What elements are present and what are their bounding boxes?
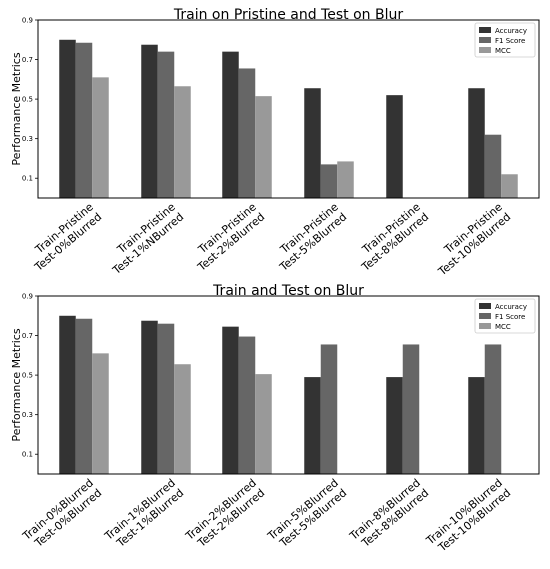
bar-f1-score [238,68,256,198]
legend-label: F1 Score [495,313,525,321]
y-tick-label: 0.7 [22,332,33,340]
legend-swatch [479,313,491,319]
y-tick-label: 0.3 [22,411,33,419]
bar-accuracy [59,315,76,474]
bar-accuracy [222,326,239,474]
y-tick-label: 0.5 [22,96,33,104]
x-tick-label: Train-PristineTest-5%Blurred [268,200,349,274]
legend: Accuracy F1 Score MCC [474,22,536,58]
chart-title: Train and Test on Blur [212,283,364,299]
bar-accuracy [386,95,403,198]
legend-label: F1 Score [495,37,525,45]
y-tick-label: 0.9 [22,17,33,25]
y-tick-label: 0.1 [22,175,33,183]
bar-accuracy [141,320,158,474]
x-tick-label: Train-PristineTest-2%Blurred [186,200,267,274]
legend-swatch [479,303,491,309]
legend-swatch [479,27,491,33]
y-tick-label: 0.9 [22,293,33,301]
bar-mcc [255,374,272,474]
y-tick-label: 0.7 [22,56,33,64]
y-tick-label: 0.5 [22,372,33,380]
x-tick-label: Train-PristineTest-10%Blurred [427,200,514,279]
plot-frame [37,19,540,199]
legend: Accuracy F1 Score MCC [474,298,536,334]
bar-f1-score [320,164,338,198]
legend-swatch [479,47,491,53]
legend-label: Accuracy [495,27,527,35]
y-axis-label: Performance Metrics [10,52,23,165]
bar-accuracy [141,44,158,198]
bar-mcc [337,161,354,198]
bar-f1-score [402,344,420,474]
bar-f1-score [484,134,502,198]
bar-mcc [174,86,191,198]
legend-label: Accuracy [495,303,527,311]
bar-f1-score [157,323,175,474]
x-tick-label: Train-5%BlurredTest-5%Blurred [265,476,350,553]
bar-mcc [501,174,518,198]
bar-f1-score [75,42,93,198]
bar-f1-score [238,336,256,474]
x-tick-label: Train-2%BlurredTest-2%Blurred [183,476,268,553]
bar-f1-score [484,344,502,474]
chart-panel-2: Train and Test on Blur Performance Metric… [10,283,540,557]
x-tick-label: Train-PristineTest-8%Blurred [350,200,431,274]
x-tick-label: Train-1%BlurredTest-1%Blurred [102,476,187,553]
bar-mcc [174,364,191,474]
bar-accuracy [468,88,485,198]
legend-label: MCC [495,323,511,331]
bar-f1-score [157,51,175,199]
y-axis-label: Performance Metrics [10,328,23,441]
x-tick-label: Train-8%BlurredTest-8%Blurred [347,476,432,553]
x-tick-label: Train-0%BlurredTest-0%Blurred [20,476,105,553]
bar-accuracy [59,39,76,199]
bar-accuracy [468,377,485,474]
bar-mcc [92,77,109,198]
bar-accuracy [386,377,403,474]
y-tick-label: 0.1 [22,451,33,459]
bar-f1-score [320,344,338,474]
x-tick-label: Train-PristineTest-1%NBurred [101,200,186,277]
y-tick-label: 0.3 [22,135,33,143]
x-tick-label: Train-PristineTest-0%Blurred [23,200,104,274]
bar-mcc [255,96,272,198]
bar-accuracy [304,88,321,198]
bar-f1-score [75,318,93,474]
chart-panel-1: Train on Pristine and Test on Blur Perfor… [10,7,540,279]
bar-accuracy [304,377,321,474]
plot-frame [37,295,540,475]
bar-accuracy [222,51,239,199]
chart-title: Train on Pristine and Test on Blur [173,7,403,23]
legend-swatch [479,37,491,43]
bar-mcc [92,353,109,474]
legend-swatch [479,323,491,329]
legend-label: MCC [495,47,511,55]
x-tick-label: Train-10%BlurredTest-10%Blurred [423,476,513,557]
